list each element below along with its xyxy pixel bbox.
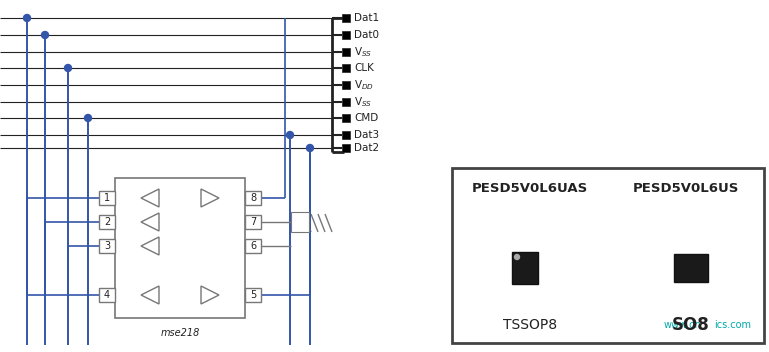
Bar	[342, 64, 350, 72]
Text: mse218: mse218	[160, 328, 200, 338]
Bar	[512, 252, 538, 284]
Text: Dat0: Dat0	[354, 30, 379, 40]
Bar	[342, 81, 350, 89]
Text: Dat2: Dat2	[354, 143, 379, 153]
Text: CMD: CMD	[354, 113, 378, 123]
Text: 1: 1	[104, 193, 110, 203]
Circle shape	[514, 254, 520, 259]
Bar	[342, 98, 350, 106]
Text: www.cn: www.cn	[664, 320, 702, 330]
Bar	[342, 48, 350, 56]
Bar	[452, 168, 764, 343]
Text: SO8: SO8	[672, 316, 710, 334]
Polygon shape	[141, 237, 159, 255]
Bar	[342, 131, 350, 139]
Text: 8: 8	[250, 193, 256, 203]
Text: CLK: CLK	[354, 63, 374, 73]
Text: Dat1: Dat1	[354, 13, 379, 23]
Polygon shape	[141, 286, 159, 304]
Bar	[99, 191, 115, 205]
Bar	[99, 288, 115, 302]
Circle shape	[65, 64, 72, 71]
Text: 4: 4	[104, 290, 110, 300]
Text: V$_{SS}$: V$_{SS}$	[354, 95, 372, 109]
Polygon shape	[141, 213, 159, 231]
Bar	[342, 114, 350, 122]
Circle shape	[85, 114, 92, 121]
Text: ics.com: ics.com	[714, 320, 751, 330]
Bar	[342, 144, 350, 152]
Bar	[245, 191, 261, 205]
Polygon shape	[141, 189, 159, 207]
Polygon shape	[201, 286, 219, 304]
Bar	[99, 239, 115, 253]
Text: Dat3: Dat3	[354, 130, 379, 140]
Bar	[342, 31, 350, 39]
Bar	[115, 178, 245, 318]
Bar	[245, 215, 261, 229]
Bar	[245, 239, 261, 253]
Text: TSSOP8: TSSOP8	[503, 318, 557, 332]
Bar	[342, 14, 350, 22]
Circle shape	[24, 14, 31, 21]
Bar	[99, 215, 115, 229]
Text: 6: 6	[250, 241, 256, 251]
Text: V$_{SS}$: V$_{SS}$	[354, 45, 372, 59]
Text: V$_{DD}$: V$_{DD}$	[354, 78, 374, 92]
Text: 5: 5	[250, 290, 256, 300]
Circle shape	[307, 145, 314, 151]
Circle shape	[42, 31, 48, 38]
Circle shape	[287, 132, 294, 138]
Bar	[674, 254, 708, 282]
Text: PESD5V0L6US: PESD5V0L6US	[633, 182, 739, 195]
Text: 2: 2	[104, 217, 110, 227]
Bar	[291, 212, 309, 232]
Text: 7: 7	[250, 217, 256, 227]
Text: PESD5V0L6UAS: PESD5V0L6UAS	[472, 182, 588, 195]
Bar	[245, 288, 261, 302]
Polygon shape	[201, 189, 219, 207]
Text: 3: 3	[104, 241, 110, 251]
